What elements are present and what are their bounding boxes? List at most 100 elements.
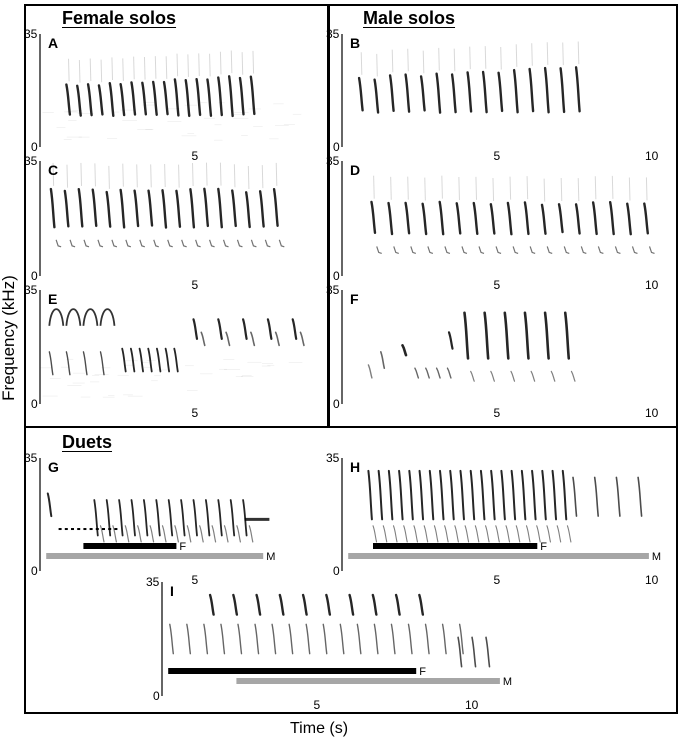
syllables <box>367 311 576 382</box>
harmonic-trace <box>458 177 460 201</box>
harmonic-trace <box>94 163 96 187</box>
syllable <box>505 525 511 543</box>
x-tick-label: 10 <box>645 573 659 587</box>
harmonic-trace <box>122 58 124 81</box>
lower-syllable <box>65 351 71 376</box>
lower-syllable <box>48 351 54 376</box>
syllable <box>305 623 311 655</box>
syllable <box>77 188 84 228</box>
y-tick-label-top: 35 <box>24 451 38 465</box>
syllable <box>414 367 420 379</box>
y-tick-label-top: 35 <box>326 154 340 168</box>
syllable <box>192 499 198 537</box>
syllable <box>574 203 581 235</box>
syllable <box>566 525 572 543</box>
sub-syllable <box>181 239 187 248</box>
harmonic-trace <box>628 177 631 201</box>
y-tick-label-bottom: 0 <box>333 269 340 283</box>
sub-syllable <box>97 239 104 248</box>
syllable <box>387 469 394 521</box>
harmonic-trace <box>150 164 152 188</box>
syllable <box>237 623 243 655</box>
syllable <box>186 525 192 543</box>
syllable <box>220 623 226 655</box>
sub-syllable <box>139 239 146 248</box>
sub-syllable <box>55 239 62 248</box>
x-tick-label: 10 <box>645 406 659 420</box>
syllable <box>161 525 167 543</box>
syllable <box>138 347 144 373</box>
harmonic-trace <box>492 177 495 201</box>
y-tick-label-top: 35 <box>326 451 340 465</box>
spectrogram-e <box>39 290 305 404</box>
syllable <box>472 201 479 236</box>
syllable <box>609 201 615 236</box>
syllable <box>563 311 571 360</box>
syllable <box>401 344 408 357</box>
female-bar <box>373 543 538 549</box>
sub-syllable <box>529 246 536 254</box>
syllable <box>258 190 265 228</box>
syllable <box>242 318 248 340</box>
syllable <box>536 525 541 543</box>
syllable <box>93 499 99 537</box>
syllable <box>373 623 379 655</box>
panel-c: 35 0 5 C <box>24 155 305 291</box>
syllable <box>124 525 130 543</box>
syllable <box>540 203 547 235</box>
spectrogram-g: FM <box>39 458 275 571</box>
loop-syllable <box>48 308 65 326</box>
male-bar-label: M <box>266 551 275 563</box>
y-tick-label-bottom: 0 <box>153 689 160 703</box>
harmonic-trace <box>178 164 180 188</box>
sub-syllable <box>69 239 76 248</box>
syllables <box>357 41 581 114</box>
y-tick-label-bottom: 0 <box>333 140 340 154</box>
y-tick-label-top: 35 <box>24 154 38 168</box>
syllable <box>510 469 517 521</box>
y-tick-label-top: 35 <box>146 575 160 589</box>
sub-syllable <box>410 246 417 254</box>
y-tick-label-bottom: 0 <box>31 269 38 283</box>
harmonic-trace <box>407 48 409 72</box>
syllable <box>459 469 465 521</box>
syllable <box>46 492 53 518</box>
spectrogram-d <box>341 161 655 276</box>
syllable <box>490 370 495 382</box>
syllable <box>458 623 464 655</box>
harmonic-trace <box>577 41 580 65</box>
syllable <box>255 593 262 616</box>
syllable <box>626 202 632 236</box>
syllable <box>288 623 294 655</box>
y-tick-label-bottom: 0 <box>31 397 38 411</box>
syllable <box>373 78 380 114</box>
sub-syllable <box>153 239 159 248</box>
harmonic-trace <box>484 46 487 69</box>
harmonic-trace <box>198 53 200 76</box>
syllable <box>455 202 462 235</box>
syllables <box>49 162 285 248</box>
harmonic-trace <box>611 175 614 199</box>
harmonic-trace <box>241 52 244 75</box>
syllable <box>245 191 251 229</box>
syllable <box>525 525 531 543</box>
harmonic-trace <box>133 56 135 80</box>
syllable <box>112 525 117 543</box>
syllable <box>173 78 180 117</box>
syllable <box>474 525 480 543</box>
female-bar-label: F <box>179 541 186 553</box>
syllable <box>271 623 277 655</box>
sub-syllable <box>209 239 215 248</box>
syllable <box>503 311 510 360</box>
syllable <box>489 203 496 235</box>
syllable <box>495 525 500 543</box>
syllable <box>195 78 202 117</box>
syllable <box>186 623 192 655</box>
syllable <box>446 367 452 379</box>
spectrogram-i: FM <box>161 582 512 696</box>
syllable <box>180 499 186 537</box>
harmonic-trace <box>645 177 648 201</box>
harmonic-trace <box>376 53 378 77</box>
syllable <box>206 78 213 117</box>
harmonic-trace <box>136 164 138 188</box>
